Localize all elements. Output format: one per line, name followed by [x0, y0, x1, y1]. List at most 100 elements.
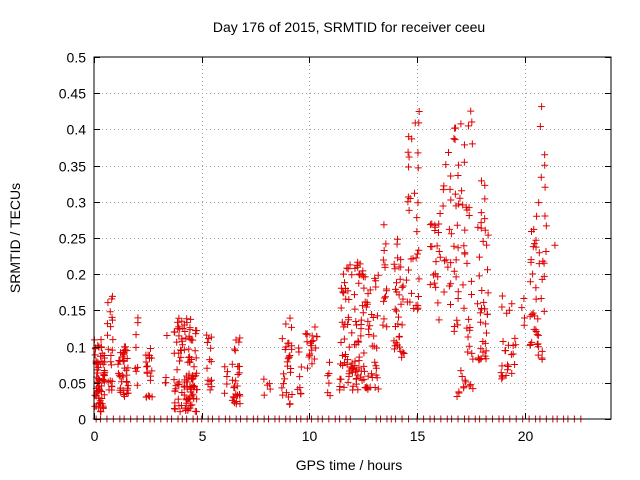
data-point: [178, 335, 186, 343]
data-point: [308, 332, 316, 340]
data-point: [537, 173, 545, 181]
data-point: [223, 368, 231, 376]
data-point: [278, 384, 286, 392]
x-tick-label: 15: [410, 428, 426, 444]
data-point: [106, 308, 114, 316]
data-point: [426, 221, 434, 229]
data-point: [296, 373, 304, 381]
data-point: [183, 378, 191, 386]
data-point: [305, 351, 313, 359]
data-point: [97, 408, 105, 416]
data-point: [399, 282, 407, 290]
data-point: [306, 339, 314, 347]
data-point: [134, 363, 142, 371]
data-point: [350, 291, 358, 299]
data-point: [541, 183, 549, 191]
data-point: [170, 376, 178, 384]
data-point: [231, 347, 239, 355]
data-point: [119, 373, 127, 381]
data-point: [528, 228, 536, 236]
data-point: [345, 316, 353, 324]
data-point: [178, 317, 186, 325]
data-point: [541, 212, 549, 220]
data-point: [134, 319, 142, 327]
data-point: [435, 220, 443, 228]
data-point: [208, 383, 216, 391]
data-point: [536, 123, 544, 131]
data-point: [394, 313, 402, 321]
data-point: [368, 373, 376, 381]
data-point: [181, 328, 189, 336]
data-point: [455, 161, 463, 169]
data-point: [391, 265, 399, 273]
data-point: [444, 263, 452, 271]
data-point: [474, 223, 482, 231]
data-point: [97, 336, 105, 344]
data-point: [450, 267, 458, 275]
grid: [94, 57, 611, 419]
data-point: [532, 326, 540, 334]
data-point: [436, 209, 444, 217]
data-point: [133, 381, 141, 389]
data-point: [361, 298, 369, 306]
data-point: [107, 352, 115, 360]
data-point: [203, 364, 211, 372]
data-point: [341, 320, 349, 328]
data-point: [477, 224, 485, 232]
x-tick-label: 5: [199, 428, 207, 444]
data-point: [182, 395, 190, 403]
data-point: [442, 256, 450, 264]
data-point: [108, 292, 116, 300]
data-point: [360, 273, 368, 281]
data-point: [460, 158, 468, 166]
data-point: [105, 386, 113, 394]
data-point: [367, 370, 375, 378]
data-point: [171, 328, 179, 336]
data-point: [498, 292, 506, 300]
data-point: [406, 298, 414, 306]
data-point: [538, 347, 546, 355]
data-point: [114, 369, 122, 377]
data-point: [482, 320, 490, 328]
data-point: [476, 309, 484, 317]
data-point: [468, 140, 476, 148]
data-point: [456, 194, 464, 202]
data-point: [465, 204, 473, 212]
data-point: [360, 349, 368, 357]
data-point: [451, 136, 459, 144]
data-point: [499, 338, 507, 346]
data-point: [479, 338, 487, 346]
data-point: [352, 321, 360, 329]
data-point: [364, 384, 372, 392]
data-point: [173, 366, 181, 374]
data-point: [344, 378, 352, 386]
data-point: [174, 395, 182, 403]
data-point: [132, 331, 140, 339]
data-point: [364, 290, 372, 298]
data-point: [103, 320, 111, 328]
data-point: [188, 375, 196, 383]
data-point: [392, 285, 400, 293]
data-point: [203, 339, 211, 347]
data-point: [281, 375, 289, 383]
data-point: [351, 362, 359, 370]
data-point: [535, 260, 543, 268]
data-point: [284, 362, 292, 370]
data-point: [288, 345, 296, 353]
data-point: [380, 294, 388, 302]
data-point: [193, 386, 201, 394]
data-point: [535, 249, 543, 257]
data-point: [478, 286, 486, 294]
data-point: [91, 391, 99, 399]
data-point: [461, 376, 469, 384]
data-point: [457, 120, 465, 128]
data-point: [452, 273, 460, 281]
data-point: [234, 363, 242, 371]
data-point: [104, 299, 112, 307]
data-point: [173, 338, 181, 346]
data-point: [461, 249, 469, 257]
data-point: [451, 124, 459, 132]
data-point: [435, 316, 443, 324]
data-point: [529, 309, 537, 317]
data-point: [405, 206, 413, 214]
